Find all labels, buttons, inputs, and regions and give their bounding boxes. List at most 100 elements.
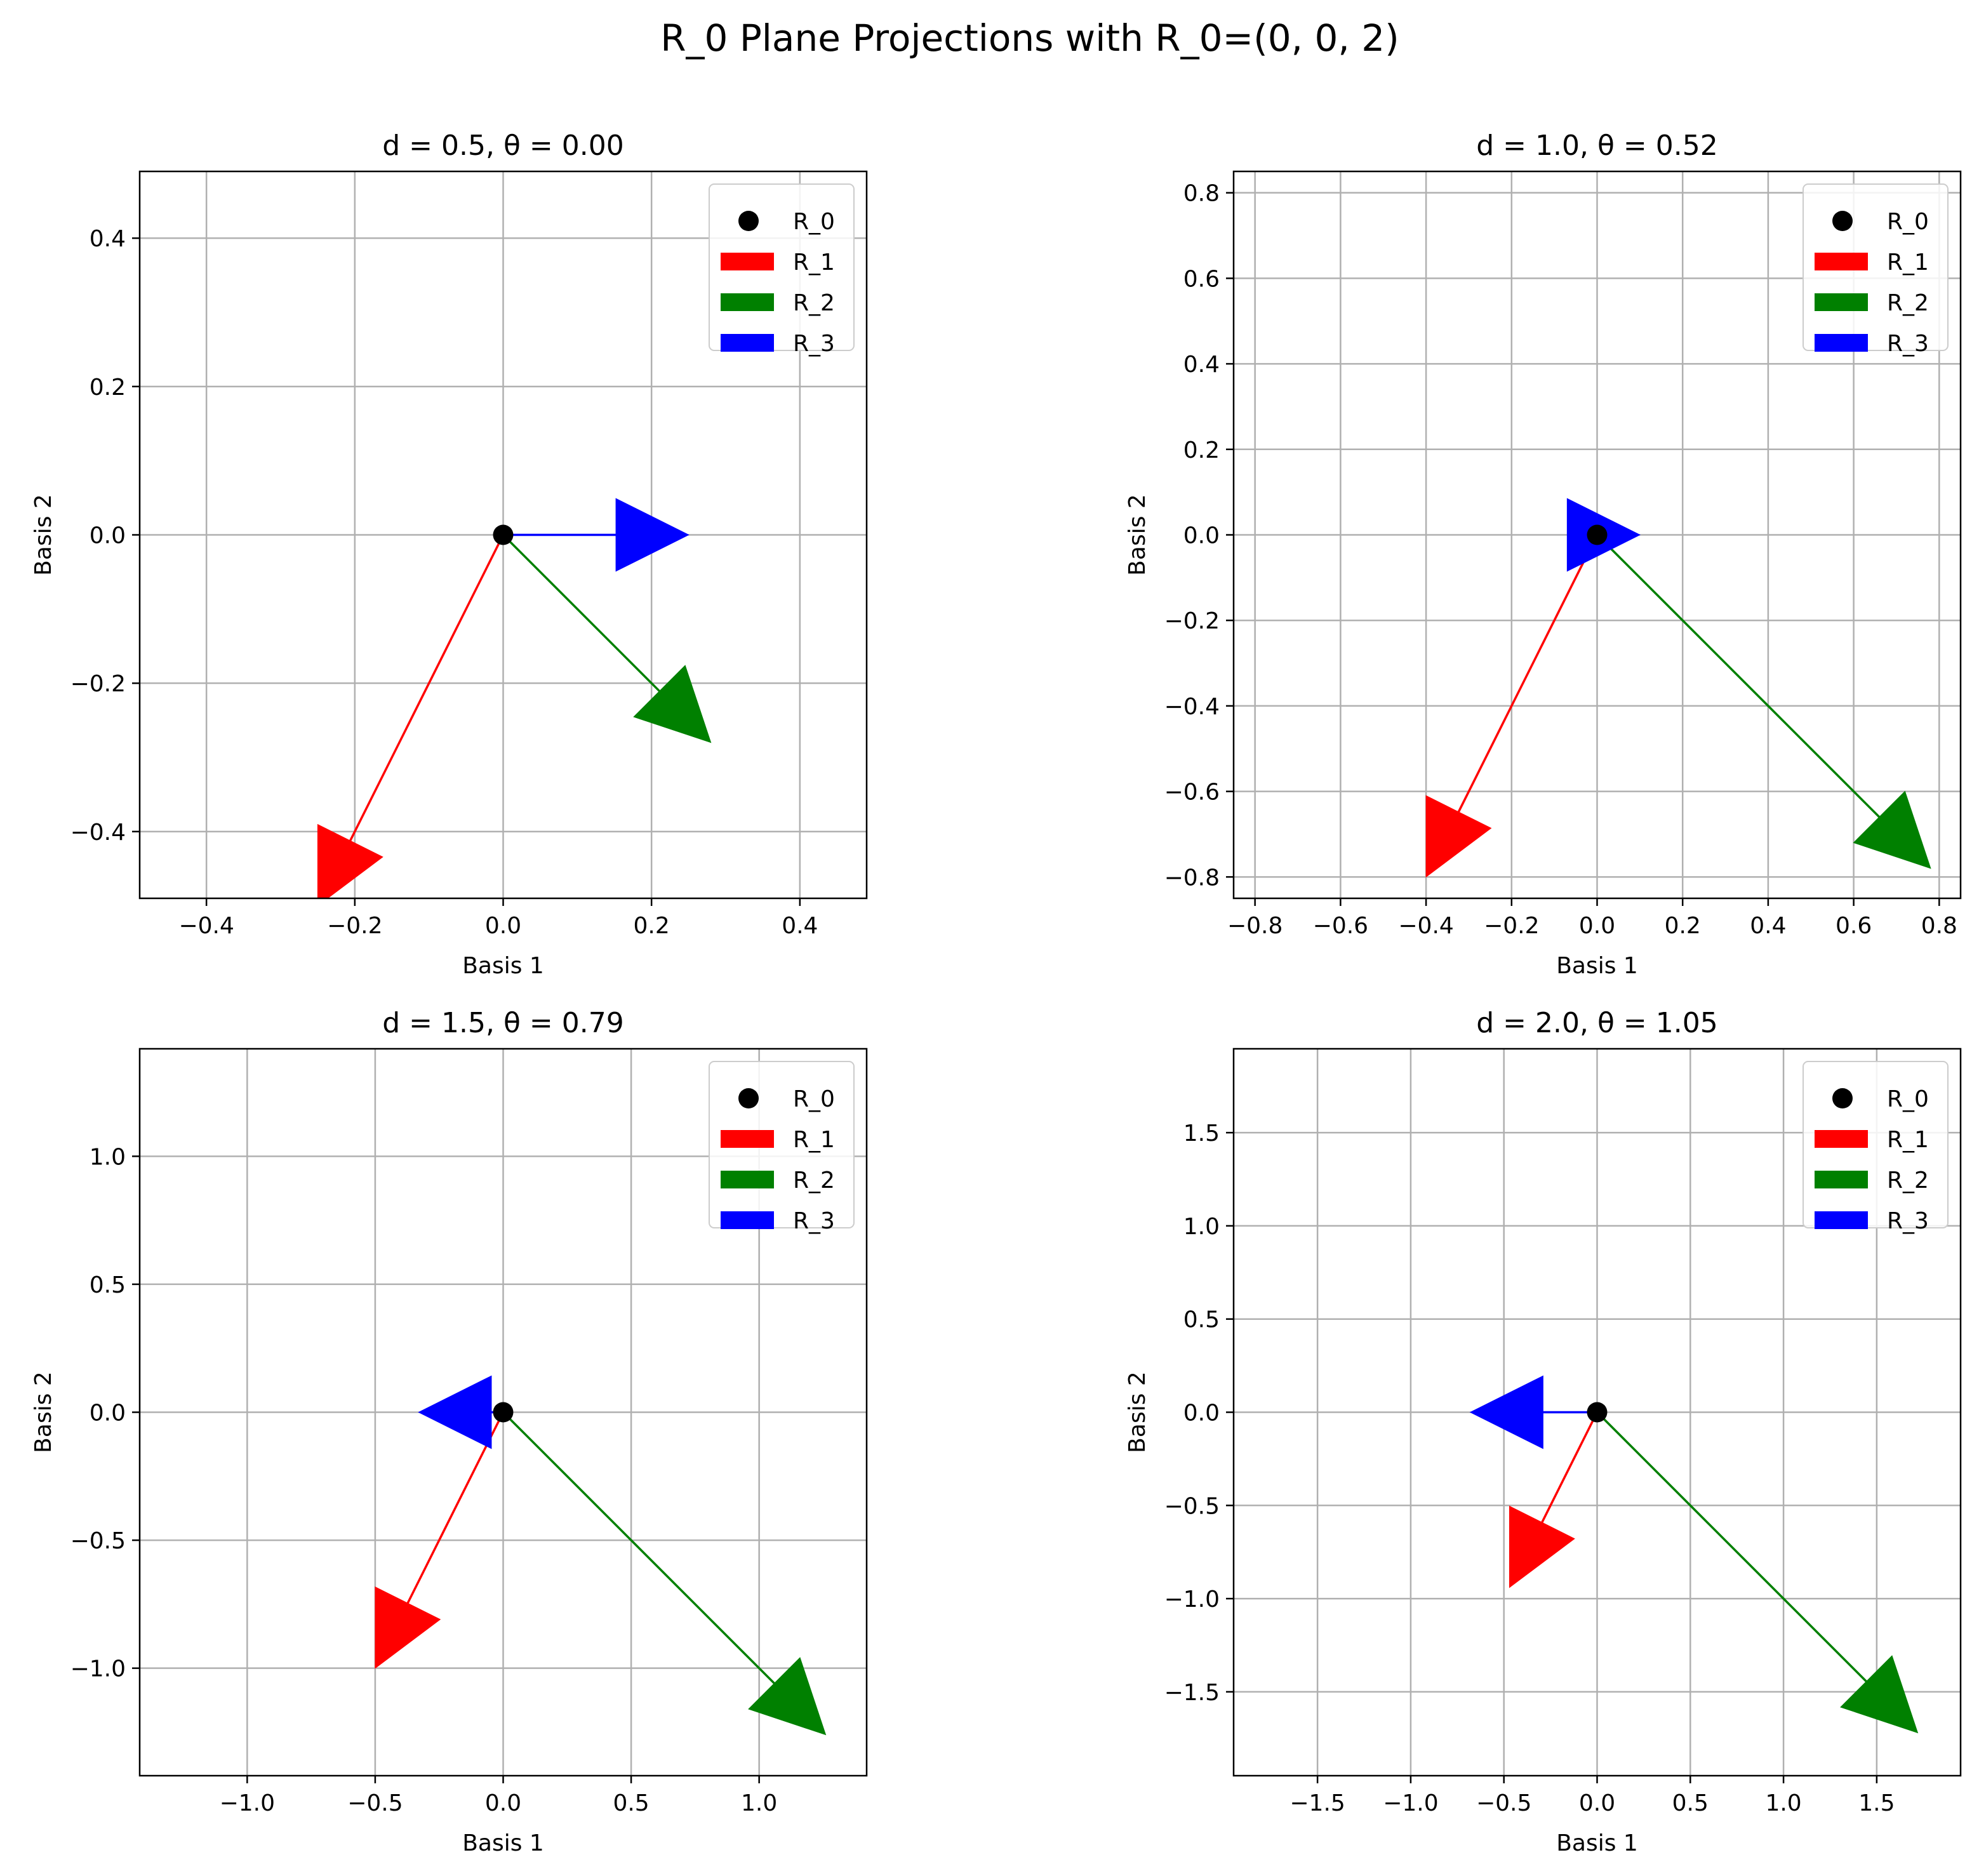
vector-shaft-r2 — [502, 534, 660, 692]
legend-marker-r0 — [738, 1088, 759, 1108]
y-axis-label: Basis 2 — [1124, 1371, 1150, 1453]
legend-label: R_1 — [1887, 249, 1929, 276]
vector-head-r3 — [1469, 1375, 1543, 1449]
x-tick-label: −0.5 — [347, 1790, 403, 1816]
vector-head-r3 — [418, 1375, 492, 1449]
x-tick-label: −0.2 — [1484, 913, 1539, 939]
x-tick-label: −0.4 — [1398, 913, 1453, 939]
legend-label: R_2 — [1887, 290, 1929, 316]
x-axis-ticks: −0.4 −0.2 0.0 0.2 0.4 — [178, 898, 818, 939]
legend-patch-r3 — [1815, 334, 1868, 352]
x-axis-ticks: −0.8 −0.6 −0.4 −0.2 0.0 0.2 0.4 0.6 0.8 — [1227, 898, 1957, 939]
vector-head-r3 — [615, 498, 690, 572]
legend-label: R_2 — [793, 1168, 835, 1194]
x-tick-label: −0.8 — [1227, 913, 1283, 939]
y-tick-label: 0.4 — [1183, 352, 1220, 378]
subplot-title: d = 1.5, θ = 0.79 — [382, 1007, 623, 1039]
y-tick-label: −0.4 — [1164, 694, 1220, 720]
y-tick-label: −0.8 — [1164, 865, 1220, 891]
legend-label: R_2 — [793, 290, 835, 316]
y-tick-label: −0.4 — [70, 820, 126, 846]
origin-point-r0 — [1587, 1402, 1608, 1423]
legend-label: R_2 — [1887, 1168, 1929, 1194]
vectors — [1469, 1375, 1919, 1734]
legend-patch-r1 — [721, 1130, 774, 1148]
legend-label: R_1 — [1887, 1127, 1929, 1153]
legend-label: R_3 — [1887, 1208, 1929, 1234]
x-tick-label: −0.4 — [178, 913, 234, 939]
legend-patch-r2 — [721, 1171, 774, 1188]
x-tick-label: 0.6 — [1836, 913, 1872, 939]
x-tick-label: −0.6 — [1313, 913, 1368, 939]
vector-shaft-r2 — [1596, 1411, 1867, 1682]
vector-head-r2 — [748, 1657, 827, 1736]
y-tick-label: −0.5 — [70, 1528, 126, 1554]
vector-head-r2 — [1853, 790, 1931, 869]
legend-patch-r3 — [721, 334, 774, 352]
x-axis-label: Basis 1 — [1556, 1830, 1638, 1856]
y-axis-label: Basis 2 — [1124, 494, 1150, 576]
origin-point-r0 — [493, 524, 514, 545]
x-tick-label: 0.0 — [1579, 1790, 1615, 1816]
x-tick-label: 0.0 — [1579, 913, 1615, 939]
x-tick-label: 0.4 — [1750, 913, 1786, 939]
legend-marker-r0 — [1832, 1088, 1853, 1108]
x-tick-label: 1.0 — [1765, 1790, 1801, 1816]
x-tick-label: 1.0 — [741, 1790, 777, 1816]
vector-head-r2 — [633, 665, 712, 743]
y-tick-label: −0.2 — [1164, 608, 1220, 634]
y-tick-label: 0.4 — [90, 226, 126, 252]
y-axis-ticks: −0.8 −0.6 −0.4 −0.2 0.0 0.2 0.4 0.6 0.8 — [1164, 181, 1234, 891]
vector-head-r2 — [1840, 1655, 1919, 1734]
y-tick-label: 0.8 — [1183, 181, 1220, 207]
x-tick-label: −0.5 — [1476, 1790, 1531, 1816]
y-tick-label: 1.0 — [1183, 1214, 1220, 1240]
vector-shaft-r1 — [1541, 1411, 1599, 1523]
y-tick-label: 1.5 — [1183, 1121, 1220, 1147]
legend-label: R_3 — [793, 331, 835, 357]
y-tick-label: −0.5 — [1164, 1493, 1220, 1519]
x-tick-label: 0.2 — [634, 913, 670, 939]
y-tick-label: 0.5 — [1183, 1307, 1220, 1333]
vector-head-r1 — [1509, 1505, 1575, 1588]
subplot-2: −0.8 −0.6 −0.4 −0.2 0.0 0.2 0.4 0.6 0.8−0.8−0.6−… — [1124, 130, 1962, 979]
legend-label: R_3 — [1887, 331, 1929, 357]
x-axis-label: Basis 1 — [462, 1830, 544, 1856]
legend: R_0 R_1 R_2 R_3 — [709, 183, 855, 357]
legend: R_0 R_1 R_2 R_3 — [1802, 183, 1949, 357]
vector-head-r1 — [375, 1586, 441, 1669]
x-axis-ticks: −1.0 −0.5 0.0 0.5 1.0 — [220, 1776, 777, 1816]
y-axis-label: Basis 2 — [30, 1371, 57, 1453]
x-tick-label: 0.2 — [1665, 913, 1701, 939]
x-axis-label: Basis 1 — [462, 953, 544, 979]
y-tick-label: −0.2 — [70, 671, 126, 697]
x-tick-label: 1.5 — [1858, 1790, 1895, 1816]
legend-patch-r1 — [1815, 1130, 1868, 1148]
vector-head-r1 — [317, 823, 383, 898]
y-axis-label: Basis 2 — [30, 494, 57, 576]
y-tick-label: −1.0 — [70, 1656, 126, 1682]
y-tick-label: −1.5 — [1164, 1680, 1220, 1706]
x-tick-label: 0.5 — [1672, 1790, 1709, 1816]
y-tick-label: 0.2 — [1183, 437, 1220, 463]
legend-patch-r3 — [721, 1211, 774, 1229]
subplot-title: d = 1.0, θ = 0.52 — [1476, 130, 1717, 162]
legend-patch-r3 — [1815, 1211, 1868, 1229]
origin-point-r0 — [493, 1402, 514, 1423]
figure-suptitle: R_0 Plane Projections with R_0=(0, 0, 2) — [660, 17, 1399, 60]
vector-head-r1 — [1425, 795, 1492, 878]
subplot-3: −1.0 −0.5 0.0 0.5 1.0 −1.0 −0.5 0.0 0.5 1.0 d = 1.… — [30, 1007, 868, 1856]
legend-label: R_0 — [1887, 1086, 1929, 1112]
subplots-grid: −0.4 −0.2 0.0 0.2 0.4 −0.4 −0.2 0.0 0.2 0.4 d = 0.… — [30, 130, 1962, 1856]
x-tick-label: −1.0 — [1383, 1790, 1438, 1816]
y-tick-label: 0.6 — [1183, 266, 1220, 292]
origin-point-r0 — [1587, 524, 1608, 545]
legend-label: R_1 — [793, 249, 835, 276]
legend-patch-r2 — [721, 293, 774, 311]
legend-patch-r2 — [1815, 293, 1868, 311]
x-tick-label: −0.2 — [327, 913, 382, 939]
y-tick-label: 0.0 — [90, 523, 126, 549]
y-tick-label: 0.2 — [90, 375, 126, 401]
x-tick-label: 0.0 — [485, 1790, 521, 1816]
